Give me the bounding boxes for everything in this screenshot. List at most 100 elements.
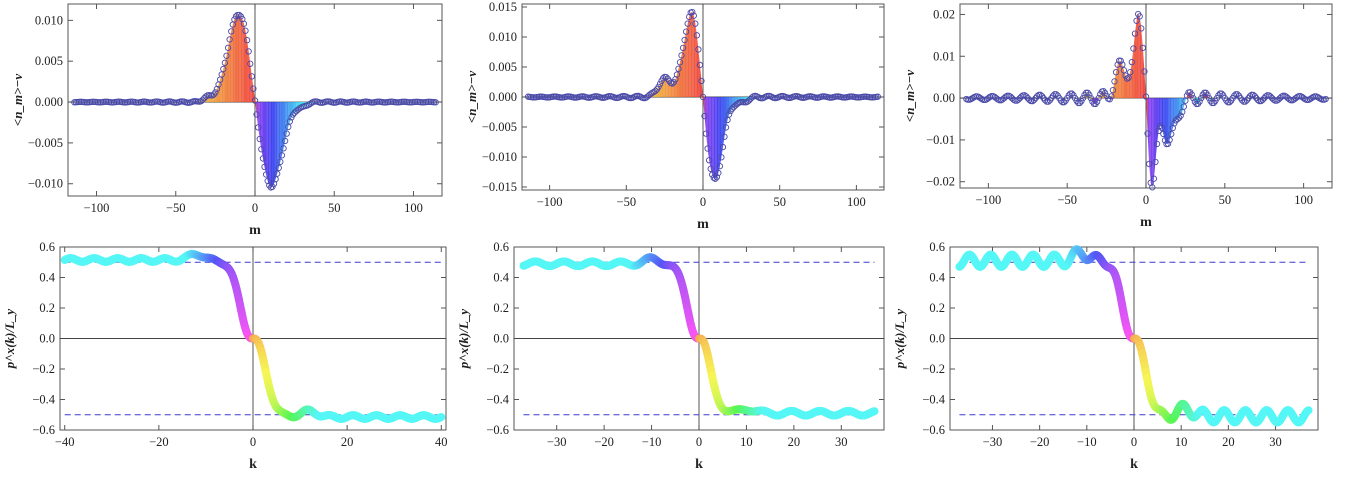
x-tick-label: 50 bbox=[773, 195, 786, 209]
data-point bbox=[1262, 93, 1269, 100]
area-segment bbox=[281, 102, 284, 156]
area-segment bbox=[258, 102, 260, 140]
data-point bbox=[655, 83, 662, 91]
area-segment bbox=[1119, 60, 1121, 99]
data-point bbox=[1130, 45, 1137, 52]
x-tick-label: 100 bbox=[1294, 193, 1313, 207]
data-point bbox=[1034, 92, 1041, 100]
area-segment bbox=[721, 97, 723, 158]
area-segment bbox=[223, 62, 225, 103]
data-point bbox=[247, 60, 254, 67]
area-segment bbox=[1122, 64, 1124, 99]
data-point bbox=[1270, 96, 1277, 103]
data-point bbox=[702, 130, 710, 137]
data-point bbox=[1246, 92, 1254, 100]
area-segment bbox=[1127, 77, 1129, 99]
area-segment bbox=[234, 16, 236, 103]
y-tick-label: −0.005 bbox=[482, 120, 517, 134]
data-point bbox=[272, 176, 279, 183]
area-segment bbox=[277, 102, 279, 174]
area-segment bbox=[228, 39, 230, 103]
data-point bbox=[221, 59, 229, 66]
area-segment bbox=[701, 80, 703, 97]
data-point bbox=[228, 28, 235, 35]
data-point bbox=[712, 175, 719, 182]
data-point bbox=[231, 16, 238, 23]
area-segment bbox=[285, 102, 287, 141]
data-point bbox=[1149, 184, 1156, 191]
data-point bbox=[722, 124, 730, 131]
x-tick-label: −10 bbox=[1077, 435, 1097, 449]
data-point bbox=[1239, 97, 1246, 104]
data-point bbox=[278, 152, 286, 159]
y-tick-label: −0.010 bbox=[482, 150, 517, 164]
y-tick-label: 0.01 bbox=[933, 49, 955, 63]
area-segment bbox=[1112, 81, 1115, 99]
data-point bbox=[1084, 89, 1091, 96]
area-segment bbox=[699, 64, 702, 97]
y-tick-label: 0.010 bbox=[35, 13, 63, 27]
area-segment bbox=[1141, 28, 1143, 99]
data-point bbox=[1138, 25, 1145, 32]
area-segment bbox=[689, 12, 691, 98]
data-point bbox=[690, 12, 697, 19]
area-segment bbox=[1160, 98, 1162, 128]
data-point bbox=[692, 20, 699, 27]
area-segment bbox=[221, 68, 224, 103]
data-point bbox=[262, 171, 270, 178]
data-point bbox=[1109, 86, 1117, 94]
data-point bbox=[713, 173, 720, 181]
data-point bbox=[874, 93, 882, 100]
data-point bbox=[652, 87, 659, 95]
data-point bbox=[1095, 94, 1102, 102]
data-point bbox=[663, 73, 670, 81]
data-point bbox=[695, 46, 702, 53]
x-tick-label: 100 bbox=[404, 201, 423, 215]
data-point bbox=[748, 94, 756, 101]
area-segment bbox=[1164, 98, 1167, 145]
data-point bbox=[684, 20, 691, 27]
area-segment bbox=[274, 102, 276, 184]
data-point bbox=[289, 111, 297, 118]
data-point bbox=[240, 20, 248, 27]
y-tick-label: 0.000 bbox=[489, 90, 517, 104]
data-point bbox=[283, 130, 290, 137]
data-point bbox=[261, 163, 268, 171]
data-point bbox=[1032, 94, 1039, 102]
area-segment bbox=[1144, 71, 1146, 99]
data-point bbox=[1037, 91, 1044, 98]
panel-polarization-b: −30 −20 −10 0 10 20 30 −0.6 −0.4 −0.2 0.0 0.2 0.4 0.6… bbox=[456, 240, 885, 472]
y-tick-label: 0.0 bbox=[493, 332, 509, 346]
data-point bbox=[1131, 30, 1139, 37]
data-point bbox=[1108, 93, 1115, 100]
data-point bbox=[647, 90, 654, 97]
data-point bbox=[1041, 97, 1049, 104]
polarization-curve bbox=[519, 253, 879, 420]
area-segment bbox=[253, 88, 255, 103]
area-segment bbox=[251, 76, 254, 103]
data-point bbox=[259, 155, 267, 162]
data-point bbox=[274, 170, 281, 177]
area-segment bbox=[275, 102, 278, 180]
x-tick-label: −40 bbox=[55, 435, 75, 449]
data-point bbox=[432, 99, 439, 106]
data-point bbox=[669, 80, 676, 87]
x-tick-label: −20 bbox=[594, 435, 614, 449]
area-segment bbox=[727, 97, 730, 120]
y-tick-label: 0.000 bbox=[35, 95, 63, 109]
data-point bbox=[280, 145, 287, 152]
data-point bbox=[1112, 69, 1120, 76]
data-point bbox=[232, 13, 240, 20]
y-tick-label: 0.6 bbox=[39, 240, 55, 254]
data-markers bbox=[524, 8, 882, 182]
x-axis-label: k bbox=[249, 457, 257, 472]
data-point bbox=[250, 85, 257, 92]
data-point bbox=[1205, 94, 1213, 102]
data-point bbox=[1018, 93, 1025, 100]
data-point bbox=[285, 123, 292, 131]
data-point bbox=[277, 158, 284, 165]
area-segment bbox=[719, 97, 722, 167]
data-point bbox=[1242, 98, 1249, 105]
area-segment bbox=[1169, 98, 1172, 140]
